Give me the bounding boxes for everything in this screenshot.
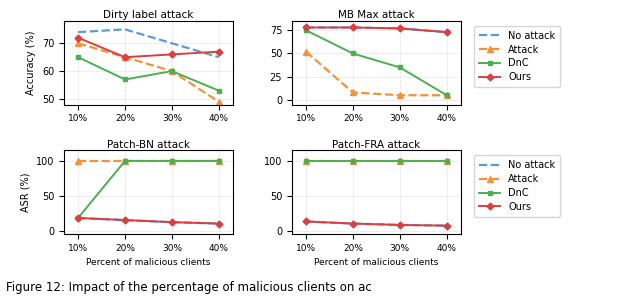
Title: Patch-BN attack: Patch-BN attack <box>107 140 190 150</box>
Y-axis label: Accuracy (%): Accuracy (%) <box>26 31 36 95</box>
Y-axis label: ASR (%): ASR (%) <box>20 172 30 212</box>
Legend: No attack, Attack, DnC, Ours: No attack, Attack, DnC, Ours <box>474 26 560 87</box>
Legend: No attack, Attack, DnC, Ours: No attack, Attack, DnC, Ours <box>474 155 560 217</box>
Title: Patch-FRA attack: Patch-FRA attack <box>332 140 420 150</box>
Text: Figure 12: Impact of the percentage of malicious clients on ac: Figure 12: Impact of the percentage of m… <box>6 281 372 294</box>
X-axis label: Percent of malicious clients: Percent of malicious clients <box>314 258 438 267</box>
X-axis label: Percent of malicious clients: Percent of malicious clients <box>86 258 211 267</box>
Title: Dirty label attack: Dirty label attack <box>103 10 194 20</box>
Title: MB Max attack: MB Max attack <box>338 10 415 20</box>
